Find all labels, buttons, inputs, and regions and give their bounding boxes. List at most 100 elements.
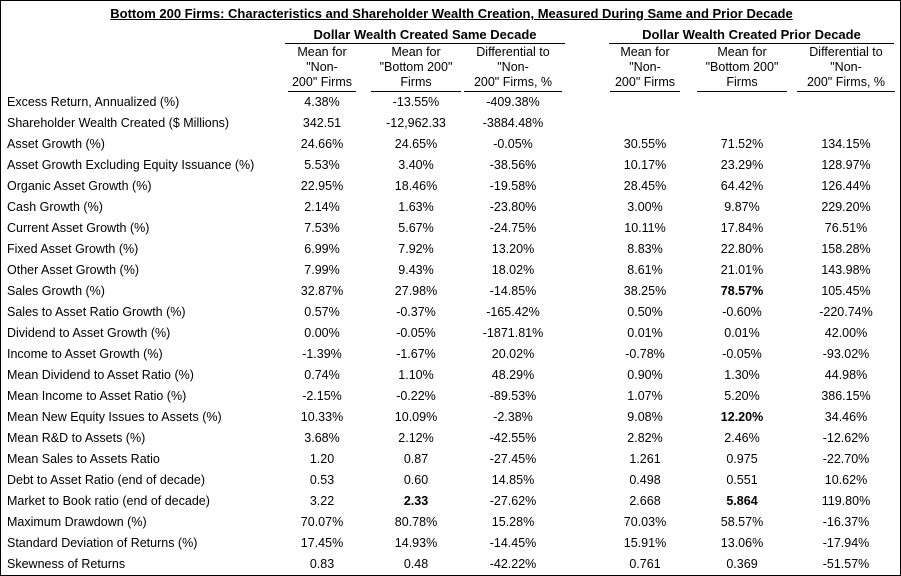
row-label: Dividend to Asset Growth (%) [7,326,171,340]
table-cell: -16.37% [822,515,870,529]
column-header-line: Differential to [476,45,550,59]
table-cell: 22.80% [720,242,764,256]
table-cell: 13.06% [720,536,764,550]
row-label: Mean Dividend to Asset Ratio (%) [7,368,194,382]
table-cell: -51.57% [822,557,870,571]
table-cell: 24.65% [394,137,438,151]
row-label: Maximum Drawdown (%) [7,515,147,529]
row-label: Standard Deviation of Returns (%) [7,536,198,550]
table-row: Fixed Asset Growth (%) 6.99% 7.92% 13.20% 8.… [1,239,900,260]
row-label: Sales to Asset Ratio Growth (%) [7,305,186,319]
table-cell: 0.369 [726,557,758,571]
table-cell: 9.43% [398,263,434,277]
table-title: Bottom 200 Firms: Characteristics and Sh… [110,6,793,21]
table-cell: 78.57% [720,284,764,298]
table-cell: -42.22% [489,557,537,571]
table-cell: 17.45% [300,536,344,550]
table-cell: 22.95% [300,179,344,193]
table-cell: -0.05% [722,347,762,361]
row-label: Market to Book ratio (end of decade) [7,494,210,508]
table-cell: 10.09% [394,410,438,424]
table-cell: -27.45% [489,452,537,466]
table-cell: 42.00% [824,326,868,340]
table-cell: 0.48 [403,557,429,571]
table-cell: 1.20 [309,452,335,466]
table-cell: 4.38% [304,95,340,109]
table-cell: 12.20% [720,410,764,424]
table-cell: -13.55% [392,95,440,109]
table-cell: 27.98% [394,284,438,298]
table-cell: 119.80% [821,494,871,508]
table-cell: -2.15% [302,389,342,403]
table-cell: 126.44% [821,179,871,193]
table-cell: -14.45% [489,536,537,550]
row-label: Asset Growth (%) [7,137,105,151]
table-cell: 70.07% [300,515,344,529]
table-cell: 0.975 [726,452,758,466]
column-header-line: Mean for [297,45,347,59]
table-cell: 10.62% [824,473,868,487]
table-cell: 10.11% [624,221,666,235]
table-cell: 7.92% [398,242,434,256]
table-cell: -0.05% [396,326,436,340]
table-cell: 15.91% [623,536,667,550]
table-cell: 32.87% [300,284,344,298]
table-cell: 134.15% [821,137,871,151]
table-cell: 9.08% [627,410,663,424]
table-cell: 0.53 [309,473,335,487]
column-header-line: Mean for [717,45,767,59]
column-header-prior-differential: Differential to "Non- 200" Firms, % [797,45,895,92]
table-cell: 21.01% [720,263,764,277]
column-header-line: Mean for [391,45,441,59]
table-row: Mean New Equity Issues to Assets (%) 10.3… [1,407,900,428]
table-row: Mean Income to Asset Ratio (%) -2.15% -0.2… [1,386,900,407]
table-cell: 58.57% [720,515,764,529]
table-cell: -38.56% [489,158,537,172]
row-label: Fixed Asset Growth (%) [7,242,139,256]
table-cell: 14.93% [394,536,438,550]
table-row: Other Asset Growth (%) 7.99% 9.43% 18.02% 8.… [1,260,900,281]
table-cell: 0.74% [304,368,340,382]
column-header-same-bottom200: Mean for "Bottom 200" Firms [371,45,461,92]
table-cell: -3884.48% [482,116,544,130]
table-cell: 0.50% [627,305,663,319]
table-cell: 34.46% [824,410,868,424]
table-cell: 2.668 [629,494,661,508]
column-header-line: "Non- [830,60,862,74]
table-cell: 229.20% [821,200,871,214]
column-header-line: Firms [726,75,758,89]
table-cell: 3.68% [304,431,340,445]
table-cell: 18.46% [394,179,438,193]
row-label: Mean R&D to Assets (%) [7,431,146,445]
table-cell: -165.42% [486,305,540,319]
table-cell: 0.57% [304,305,340,319]
table-cell: 3.22 [309,494,335,508]
table-cell: 24.66% [300,137,344,151]
table-cell: 10.33% [300,410,344,424]
column-header-line: "Bottom 200" [705,60,779,74]
table-cell: 20.02% [491,347,535,361]
table-row: Mean R&D to Assets (%) 3.68% 2.12% -42.55% 2… [1,428,900,449]
table-row: Current Asset Growth (%) 7.53% 5.67% -24.75… [1,218,900,239]
table-cell: 158.28% [821,242,871,256]
table-cell: -17.94% [822,536,870,550]
table-cell: -0.60% [722,305,762,319]
column-header-line: Mean for [620,45,670,59]
table-cell: -19.58% [489,179,537,193]
table-cell: 0.83 [309,557,335,571]
column-header-line: "Bottom 200" [379,60,453,74]
table-cell: 10.17% [623,158,667,172]
table-cell: 0.60 [403,473,429,487]
table-cell: 44.98% [824,368,868,382]
table-cell: 80.78% [394,515,438,529]
column-header-line: "Non- [306,60,338,74]
table-cell: 2.46% [724,431,760,445]
table-cell: 15.28% [491,515,535,529]
row-label: Other Asset Growth (%) [7,263,139,277]
column-header-same-differential: Differential to "Non- 200" Firms, % [464,45,562,92]
table-row: Asset Growth Excluding Equity Issuance (… [1,155,900,176]
table-cell: -0.78% [625,347,665,361]
table-cell: -24.75% [489,221,537,235]
table-cell: -1.39% [302,347,342,361]
table-cell: 8.83% [627,242,663,256]
